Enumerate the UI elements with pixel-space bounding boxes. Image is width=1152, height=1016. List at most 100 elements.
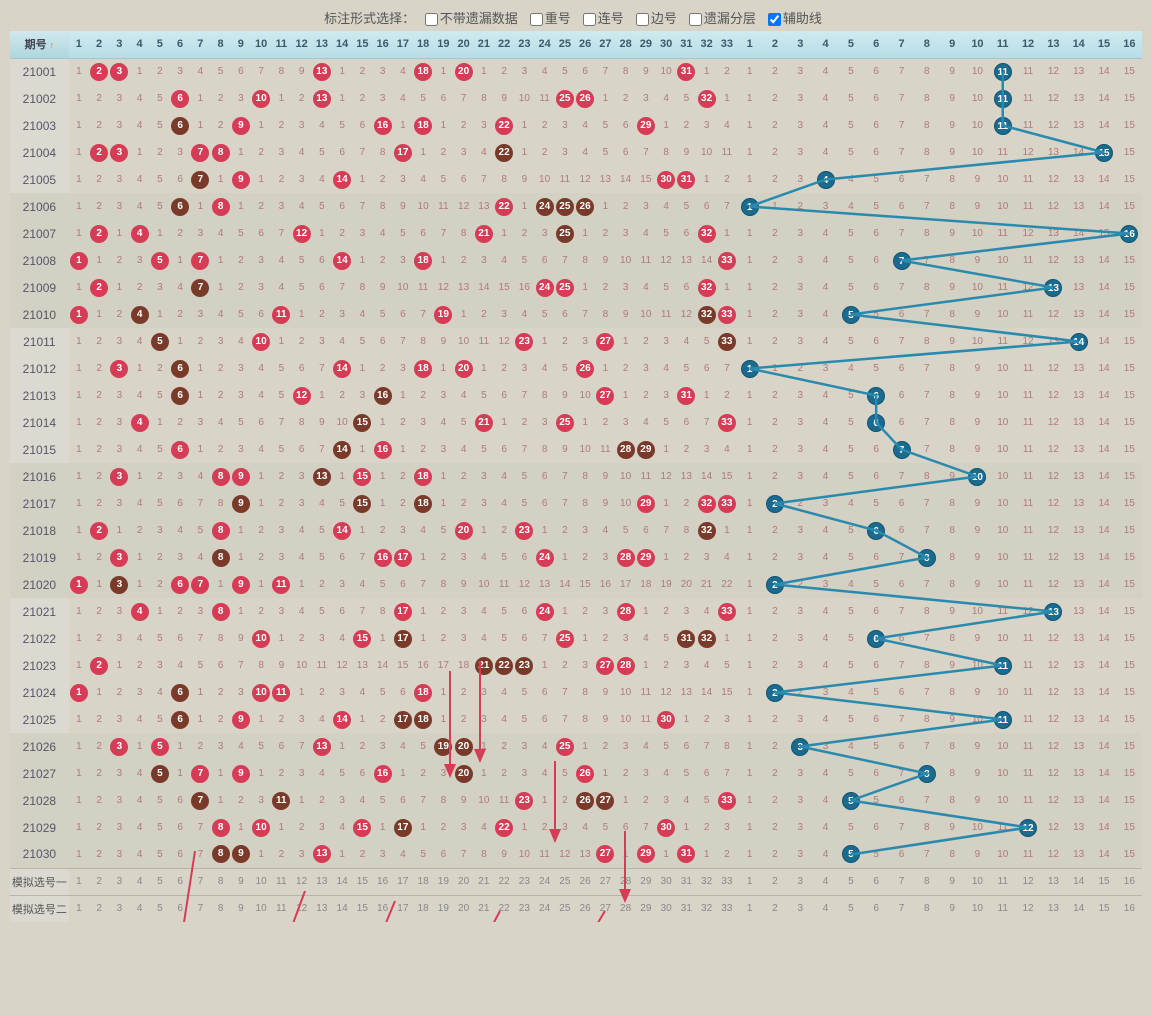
footer-red[interactable]: 32: [696, 868, 716, 895]
footer-red[interactable]: 19: [433, 868, 453, 895]
footer-red[interactable]: 13: [312, 895, 332, 922]
footer-blue[interactable]: 7: [889, 868, 914, 895]
filter-checkbox[interactable]: [425, 13, 438, 26]
footer-red[interactable]: 10: [251, 868, 271, 895]
footer-red[interactable]: 16: [372, 868, 392, 895]
footer-red[interactable]: 20: [453, 868, 473, 895]
footer-red[interactable]: 26: [575, 868, 595, 895]
footer-red[interactable]: 1: [69, 895, 89, 922]
footer-red[interactable]: 30: [656, 895, 676, 922]
footer-blue[interactable]: 13: [1041, 868, 1066, 895]
filter-checkbox[interactable]: [768, 13, 781, 26]
filter-checkbox[interactable]: [530, 13, 543, 26]
footer-red[interactable]: 28: [615, 868, 635, 895]
footer-red[interactable]: 22: [494, 868, 514, 895]
footer-blue[interactable]: 15: [1091, 868, 1116, 895]
footer-red[interactable]: 15: [352, 868, 372, 895]
footer-red[interactable]: 5: [150, 868, 170, 895]
footer-blue[interactable]: 3: [788, 868, 813, 895]
footer-red[interactable]: 24: [534, 868, 554, 895]
footer-red[interactable]: 14: [332, 868, 352, 895]
footer-blue[interactable]: 9: [939, 895, 964, 922]
footer-blue[interactable]: 7: [889, 895, 914, 922]
footer-blue[interactable]: 11: [990, 868, 1015, 895]
filter-option[interactable]: 边号: [636, 11, 677, 26]
footer-blue[interactable]: 14: [1066, 895, 1091, 922]
footer-red[interactable]: 28: [615, 895, 635, 922]
footer-red[interactable]: 9: [231, 868, 251, 895]
footer-red[interactable]: 16: [372, 895, 392, 922]
footer-blue[interactable]: 3: [788, 895, 813, 922]
footer-red[interactable]: 5: [150, 895, 170, 922]
footer-red[interactable]: 14: [332, 895, 352, 922]
footer-row[interactable]: 模拟选号二12345678910111213141516171819202122…: [10, 895, 1142, 922]
footer-red[interactable]: 6: [170, 868, 190, 895]
footer-red[interactable]: 24: [534, 895, 554, 922]
filter-option[interactable]: 重号: [530, 11, 571, 26]
footer-red[interactable]: 30: [656, 868, 676, 895]
footer-blue[interactable]: 10: [965, 868, 990, 895]
footer-red[interactable]: 25: [555, 868, 575, 895]
footer-blue[interactable]: 15: [1091, 895, 1116, 922]
footer-red[interactable]: 1: [69, 868, 89, 895]
footer-blue[interactable]: 11: [990, 895, 1015, 922]
footer-red[interactable]: 4: [129, 895, 149, 922]
footer-blue[interactable]: 4: [813, 868, 838, 895]
filter-option[interactable]: 辅助线: [768, 11, 822, 26]
footer-red[interactable]: 12: [291, 868, 311, 895]
footer-red[interactable]: 8: [210, 868, 230, 895]
footer-red[interactable]: 21: [474, 868, 494, 895]
footer-red[interactable]: 17: [393, 868, 413, 895]
footer-blue[interactable]: 6: [864, 868, 889, 895]
footer-red[interactable]: 7: [190, 868, 210, 895]
footer-red[interactable]: 23: [514, 895, 534, 922]
footer-red[interactable]: 31: [676, 868, 696, 895]
footer-red[interactable]: 10: [251, 895, 271, 922]
footer-red[interactable]: 21: [474, 895, 494, 922]
footer-red[interactable]: 13: [312, 868, 332, 895]
footer-blue[interactable]: 4: [813, 895, 838, 922]
footer-red[interactable]: 7: [190, 895, 210, 922]
filter-option[interactable]: 遗漏分层: [689, 11, 756, 26]
footer-blue[interactable]: 2: [762, 868, 787, 895]
footer-red[interactable]: 27: [595, 868, 615, 895]
footer-red[interactable]: 11: [271, 868, 291, 895]
footer-blue[interactable]: 5: [838, 895, 863, 922]
footer-red[interactable]: 3: [109, 868, 129, 895]
footer-red[interactable]: 8: [210, 895, 230, 922]
footer-red[interactable]: 9: [231, 895, 251, 922]
filter-option[interactable]: 不带遗漏数据: [425, 11, 518, 26]
filter-checkbox[interactable]: [689, 13, 702, 26]
footer-red[interactable]: 33: [717, 868, 737, 895]
footer-blue[interactable]: 12: [1015, 895, 1040, 922]
footer-red[interactable]: 2: [89, 895, 109, 922]
footer-red[interactable]: 3: [109, 895, 129, 922]
footer-blue[interactable]: 16: [1117, 868, 1142, 895]
footer-red[interactable]: 32: [696, 895, 716, 922]
footer-red[interactable]: 27: [595, 895, 615, 922]
footer-red[interactable]: 17: [393, 895, 413, 922]
footer-blue[interactable]: 2: [762, 895, 787, 922]
footer-red[interactable]: 18: [413, 895, 433, 922]
footer-red[interactable]: 4: [129, 868, 149, 895]
footer-red[interactable]: 12: [291, 895, 311, 922]
footer-blue[interactable]: 16: [1117, 895, 1142, 922]
footer-red[interactable]: 2: [89, 868, 109, 895]
footer-red[interactable]: 29: [636, 868, 656, 895]
footer-row[interactable]: 模拟选号一12345678910111213141516171819202122…: [10, 868, 1142, 895]
footer-red[interactable]: 18: [413, 868, 433, 895]
footer-blue[interactable]: 8: [914, 868, 939, 895]
footer-red[interactable]: 25: [555, 895, 575, 922]
footer-blue[interactable]: 10: [965, 895, 990, 922]
footer-red[interactable]: 33: [717, 895, 737, 922]
filter-option[interactable]: 连号: [583, 11, 624, 26]
footer-red[interactable]: 19: [433, 895, 453, 922]
footer-red[interactable]: 26: [575, 895, 595, 922]
filter-checkbox[interactable]: [636, 13, 649, 26]
period-header[interactable]: 期号 ↑: [10, 31, 69, 58]
footer-blue[interactable]: 8: [914, 895, 939, 922]
footer-red[interactable]: 23: [514, 868, 534, 895]
footer-red[interactable]: 29: [636, 895, 656, 922]
footer-blue[interactable]: 13: [1041, 895, 1066, 922]
footer-red[interactable]: 6: [170, 895, 190, 922]
